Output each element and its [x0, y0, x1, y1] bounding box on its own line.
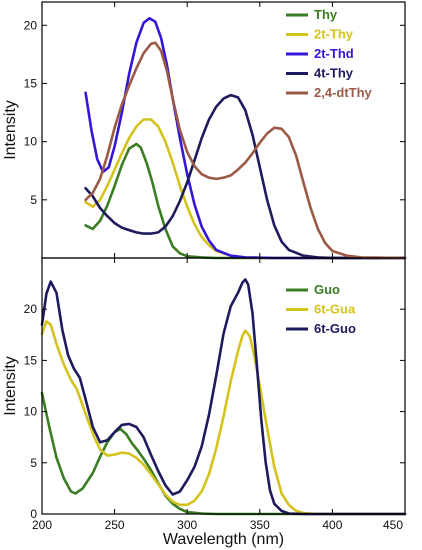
x-tick-label: 200 [32, 518, 52, 532]
top-legend-label-4t-thy: 4t-Thy [314, 66, 354, 81]
bottom-legend-label-6t-gua: 6t-Gua [314, 302, 356, 317]
x-tick-label: 400 [322, 518, 342, 532]
bottom-legend-label-6t-guo: 6t-Guo [314, 321, 356, 336]
bottom-series-line-6t-guo [40, 278, 407, 516]
bottom-x-tick-labels: 200 250 300 350 400 450 [32, 518, 403, 532]
bottom-y-tick-label: 15 [24, 353, 38, 367]
top-y-axis-label: Intensity [2, 100, 19, 160]
bottom-tick-marks [41, 258, 406, 515]
x-tick-label: 300 [177, 518, 197, 532]
top-legend-label-2t-thy: 2t-Thy [314, 27, 354, 42]
bottom-y-axis-label: Intensity [2, 356, 19, 416]
top-series-line-2t-thd [84, 17, 407, 260]
bottom-legend-label-guo: Guo [314, 282, 340, 297]
top-legend-label-2t-thd: 2t-Thd [314, 46, 354, 61]
x-tick-label: 350 [250, 518, 270, 532]
top-series-line-2-4-dtthy [84, 41, 407, 260]
top-y-tick-label: 10 [24, 135, 38, 149]
top-series-lines [84, 17, 407, 260]
bottom-series-line-guo [40, 391, 407, 516]
top-series-line-4t-thy [84, 93, 407, 260]
x-tick-label: 250 [105, 518, 125, 532]
top-panel: 5 10 15 20 Thy 2t-Thy 2t-Thd 4t-Thy 2,4-dtThy I… [2, 1, 407, 260]
bottom-plot-frame [41, 257, 406, 515]
top-series-line-2t-thy [84, 118, 407, 260]
top-y-tick-label: 20 [24, 18, 38, 32]
top-tick-marks [41, 2, 406, 258]
x-tick-label: 450 [383, 518, 403, 532]
top-y-tick-labels: 5 10 15 20 [24, 18, 38, 207]
bottom-panel: 0 5 10 15 20 200 250 300 350 400 450 Guo 6t-Gua 6t-… [2, 257, 407, 548]
bottom-series-line-6t-gua [40, 320, 407, 516]
x-axis-label: Wavelength (nm) [163, 531, 284, 548]
bottom-y-tick-label: 20 [24, 302, 38, 316]
bottom-y-tick-label: 0 [30, 507, 37, 521]
bottom-series-lines [40, 278, 407, 516]
bottom-y-tick-labels: 0 5 10 15 20 [24, 302, 38, 521]
bottom-legend: Guo 6t-Gua 6t-Guo [286, 282, 356, 336]
top-y-tick-label: 15 [24, 76, 38, 90]
top-legend-label-thy: Thy [314, 7, 338, 22]
bottom-y-tick-label: 10 [24, 405, 38, 419]
bottom-y-tick-label: 5 [30, 456, 37, 470]
top-legend: Thy 2t-Thy 2t-Thd 4t-Thy 2,4-dtThy [286, 7, 373, 100]
top-legend-label-2-4-dtthy: 2,4-dtThy [314, 85, 373, 100]
top-y-tick-label: 5 [30, 193, 37, 207]
